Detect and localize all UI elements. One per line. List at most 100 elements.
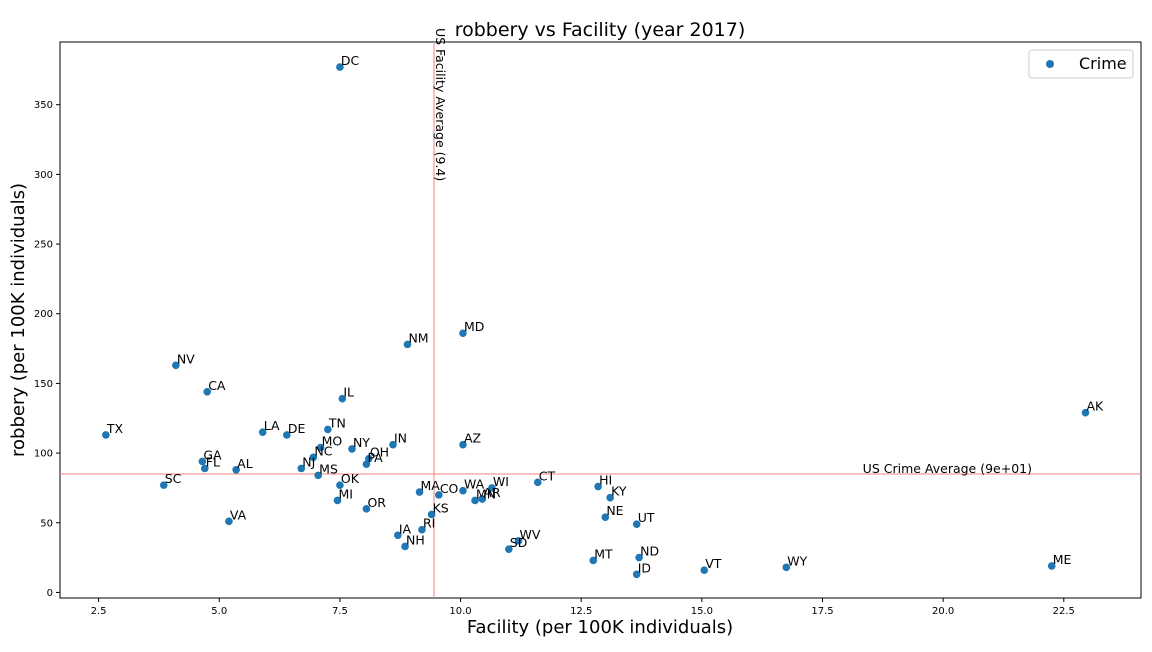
data-point-ma — [415, 488, 424, 496]
data-point-ar — [478, 495, 487, 503]
crime-average-label: US Crime Average (9e+01) — [863, 461, 1032, 476]
facility-average-label: US Facility Average (9.4) — [433, 28, 448, 181]
y-tick-label: 200 — [34, 309, 53, 320]
point-label-nj: NJ — [302, 454, 315, 469]
data-point-il — [338, 394, 347, 403]
point-label-md: MD — [464, 319, 484, 334]
point-labels: DC MD NM NV CA IL AK TN LA TX DE IN AZ MO NY NC OH GA PA FL… — [106, 53, 1104, 575]
data-point-or — [362, 505, 371, 513]
point-label-ut: UT — [638, 510, 655, 525]
point-label-ma: MA — [421, 478, 441, 493]
data-point-nc — [309, 453, 318, 462]
point-label-sc: SC — [165, 471, 182, 486]
data-point-az — [459, 440, 467, 449]
data-point-ak — [1081, 408, 1090, 417]
point-label-ny: NY — [353, 435, 370, 450]
point-label-ca: CA — [208, 378, 226, 393]
point-label-nv: NV — [177, 351, 195, 366]
data-point-ks — [427, 510, 436, 519]
data-point-nv — [172, 361, 180, 370]
point-label-ok: OK — [341, 471, 360, 486]
point-label-wa: WA — [464, 477, 485, 492]
point-label-mn: MN — [476, 486, 496, 501]
x-tick-label: 12.5 — [570, 606, 592, 617]
data-point-hi — [594, 482, 602, 491]
point-label-ia: IA — [399, 521, 412, 536]
point-label-mi: MI — [338, 486, 352, 501]
point-label-nc: NC — [314, 443, 332, 458]
legend-box — [1028, 49, 1134, 79]
point-label-ky: KY — [611, 484, 627, 499]
x-tick-label: 2.5 — [91, 606, 107, 617]
data-point-tn — [324, 425, 332, 434]
data-point-md — [459, 329, 467, 338]
x-tick-label: 22.5 — [1053, 606, 1075, 617]
point-label-ct: CT — [539, 468, 556, 483]
data-point-mi — [333, 496, 342, 505]
data-point-me — [1047, 562, 1056, 570]
data-point-dc — [336, 63, 344, 71]
data-point-ut — [632, 520, 641, 528]
y-axis: 0 50 100 150 200 250 300 350 — [34, 100, 60, 599]
point-label-fl: FL — [206, 454, 220, 469]
point-label-il: IL — [343, 385, 354, 400]
point-label-or: OR — [367, 495, 386, 510]
point-label-hi: HI — [599, 473, 612, 488]
x-axis-title: Facility (per 100K individuals) — [467, 617, 733, 638]
point-label-ks: KS — [433, 500, 449, 515]
point-label-wv: WV — [519, 527, 540, 542]
data-point-id — [632, 570, 641, 579]
data-points — [102, 63, 1090, 579]
point-label-ga: GA — [203, 447, 222, 462]
point-label-ri: RI — [423, 516, 435, 531]
data-point-nj — [297, 464, 306, 473]
data-point-mt — [589, 556, 598, 565]
data-point-mo — [316, 443, 325, 452]
point-label-co: CO — [440, 481, 459, 496]
data-point-in — [389, 440, 397, 449]
point-label-dc: DC — [341, 53, 360, 68]
reference-lines: US Facility Average (9.4) US Crime Averag… — [60, 28, 1141, 598]
point-label-tn: TN — [328, 415, 346, 430]
data-point-ca — [203, 387, 211, 396]
data-point-wa — [459, 486, 467, 495]
point-label-az: AZ — [464, 431, 481, 446]
data-point-wy — [782, 563, 791, 572]
chart-title: robbery vs Facility (year 2017) — [455, 19, 746, 41]
y-tick-label: 300 — [34, 170, 53, 181]
point-label-me: ME — [1053, 552, 1072, 567]
data-point-sd — [505, 545, 513, 554]
x-axis: 2.5 5.0 7.5 10.0 12.5 15.0 17.5 20.0 22.5 — [91, 598, 1075, 617]
data-point-wv — [514, 537, 523, 545]
data-point-fl — [200, 464, 209, 473]
x-tick-label: 10.0 — [449, 606, 471, 617]
point-label-ne: NE — [606, 503, 623, 518]
point-label-wy: WY — [787, 553, 807, 568]
data-point-mn — [471, 496, 479, 505]
data-point-la — [258, 428, 267, 436]
x-tick-label: 20.0 — [932, 606, 954, 617]
point-label-wi: WI — [493, 474, 509, 489]
data-point-ok — [336, 481, 344, 489]
point-label-ms: MS — [319, 461, 338, 476]
point-label-ak: AK — [1087, 399, 1105, 414]
x-tick-label: 17.5 — [811, 606, 833, 617]
point-label-vt: VT — [705, 556, 722, 571]
point-label-de: DE — [288, 421, 306, 436]
point-label-nm: NM — [408, 330, 428, 345]
point-label-va: VA — [230, 507, 247, 522]
y-tick-label: 50 — [40, 518, 53, 529]
point-label-ar: AR — [483, 485, 501, 500]
data-point-tx — [102, 431, 110, 439]
data-point-de — [283, 431, 291, 439]
legend: Crime — [1028, 49, 1134, 79]
data-point-ms — [314, 471, 322, 480]
y-tick-label: 100 — [34, 449, 53, 460]
data-point-ny — [348, 445, 356, 453]
point-label-oh: OH — [370, 445, 389, 460]
plot-frame — [59, 41, 1142, 599]
data-point-pa — [362, 460, 371, 469]
y-tick-label: 250 — [34, 240, 53, 251]
data-point-ia — [394, 531, 402, 540]
